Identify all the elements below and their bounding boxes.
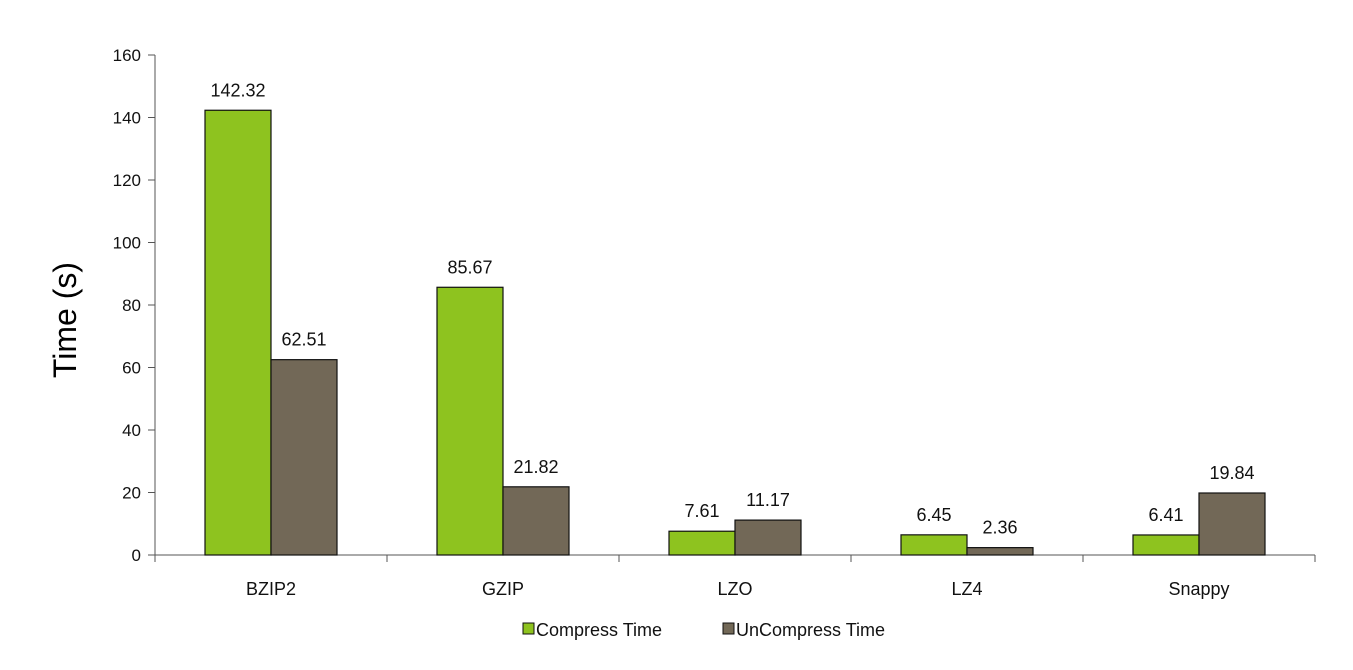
- bar-uncompress: [270, 359, 338, 556]
- y-tick-label: 100: [113, 234, 141, 253]
- data-label: 62.51: [281, 330, 326, 350]
- data-label: 6.45: [916, 505, 951, 525]
- data-label: 2.36: [982, 518, 1017, 538]
- data-labels: 142.32 62.51 85.67 21.82 7.61 11.17 6.45 2.36 6.…: [210, 80, 1254, 537]
- bar-uncompress: [966, 547, 1034, 556]
- data-label: 21.82: [513, 457, 558, 477]
- y-tick-label: 120: [113, 171, 141, 190]
- bar-compress: [436, 286, 504, 556]
- bar-uncompress: [502, 486, 570, 556]
- data-label: 7.61: [684, 501, 719, 521]
- legend-swatch: [522, 622, 535, 635]
- y-tick-label: 20: [122, 484, 141, 503]
- data-label: 11.17: [746, 490, 790, 510]
- data-label: 19.84: [1209, 463, 1254, 483]
- y-tick-label: 160: [113, 46, 141, 65]
- x-category-label: Snappy: [1168, 579, 1229, 599]
- bar-compress: [900, 534, 968, 556]
- legend-swatch: [722, 622, 735, 635]
- legend: Compress Time UnCompress Time: [522, 620, 885, 640]
- y-tick-label: 0: [132, 546, 141, 565]
- bar-compress: [668, 530, 736, 556]
- legend-entry-label: Compress Time: [536, 620, 662, 640]
- bar-compress: [204, 109, 272, 556]
- bar-uncompress: [1198, 492, 1266, 556]
- x-category-label: GZIP: [482, 579, 524, 599]
- y-axis: 0 20 40 60 80 100 120 140 160: [113, 46, 156, 565]
- data-label: 6.41: [1148, 505, 1183, 525]
- data-label: 142.32: [210, 80, 265, 100]
- x-category-label: LZ4: [951, 579, 982, 599]
- x-axis: BZIP2 GZIP LZO LZ4 Snappy: [154, 554, 1316, 599]
- y-tick-label: 40: [122, 421, 141, 440]
- bars: [204, 109, 1266, 556]
- bar-compress: [1132, 534, 1200, 556]
- legend-entry-label: UnCompress Time: [736, 620, 885, 640]
- x-category-label: LZO: [717, 579, 752, 599]
- data-label: 85.67: [447, 257, 492, 277]
- y-tick-label: 140: [113, 109, 141, 128]
- y-axis-label: Time (s): [47, 262, 83, 378]
- bar-uncompress: [734, 519, 802, 556]
- y-tick-label: 80: [122, 296, 141, 315]
- x-category-label: BZIP2: [246, 579, 296, 599]
- y-tick-label: 60: [122, 359, 141, 378]
